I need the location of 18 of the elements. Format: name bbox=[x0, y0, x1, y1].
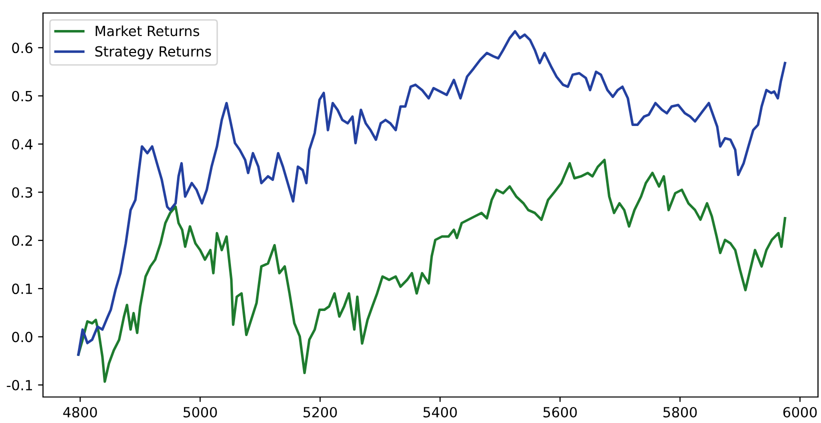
y-tick-label: -0.1 bbox=[6, 380, 32, 390]
x-tick-label: 5600 bbox=[543, 406, 577, 418]
line-series bbox=[77, 158, 786, 383]
legend-label: Market Returns bbox=[96, 26, 200, 36]
x-tick-label: 5400 bbox=[423, 406, 457, 418]
x-tick-label: 4800 bbox=[63, 406, 97, 418]
y-tick-label: 0.1 bbox=[12, 284, 32, 294]
y-tick-label: 0.5 bbox=[12, 90, 32, 102]
x-tick-label: 5800 bbox=[663, 406, 697, 418]
x-tick-label: 6000 bbox=[783, 406, 817, 418]
x-tick-label: 5000 bbox=[184, 406, 217, 418]
y-tick-label: 0.0 bbox=[12, 332, 32, 342]
y-tick-label: 0.6 bbox=[12, 42, 32, 54]
y-tick-label: 0.4 bbox=[12, 139, 32, 150]
legend-label: Strategy Returns bbox=[95, 46, 211, 60]
y-tick-label: 0.3 bbox=[12, 187, 32, 198]
x-tick-label: 5200 bbox=[304, 406, 337, 418]
y-tick-label: 0.2 bbox=[12, 235, 32, 246]
